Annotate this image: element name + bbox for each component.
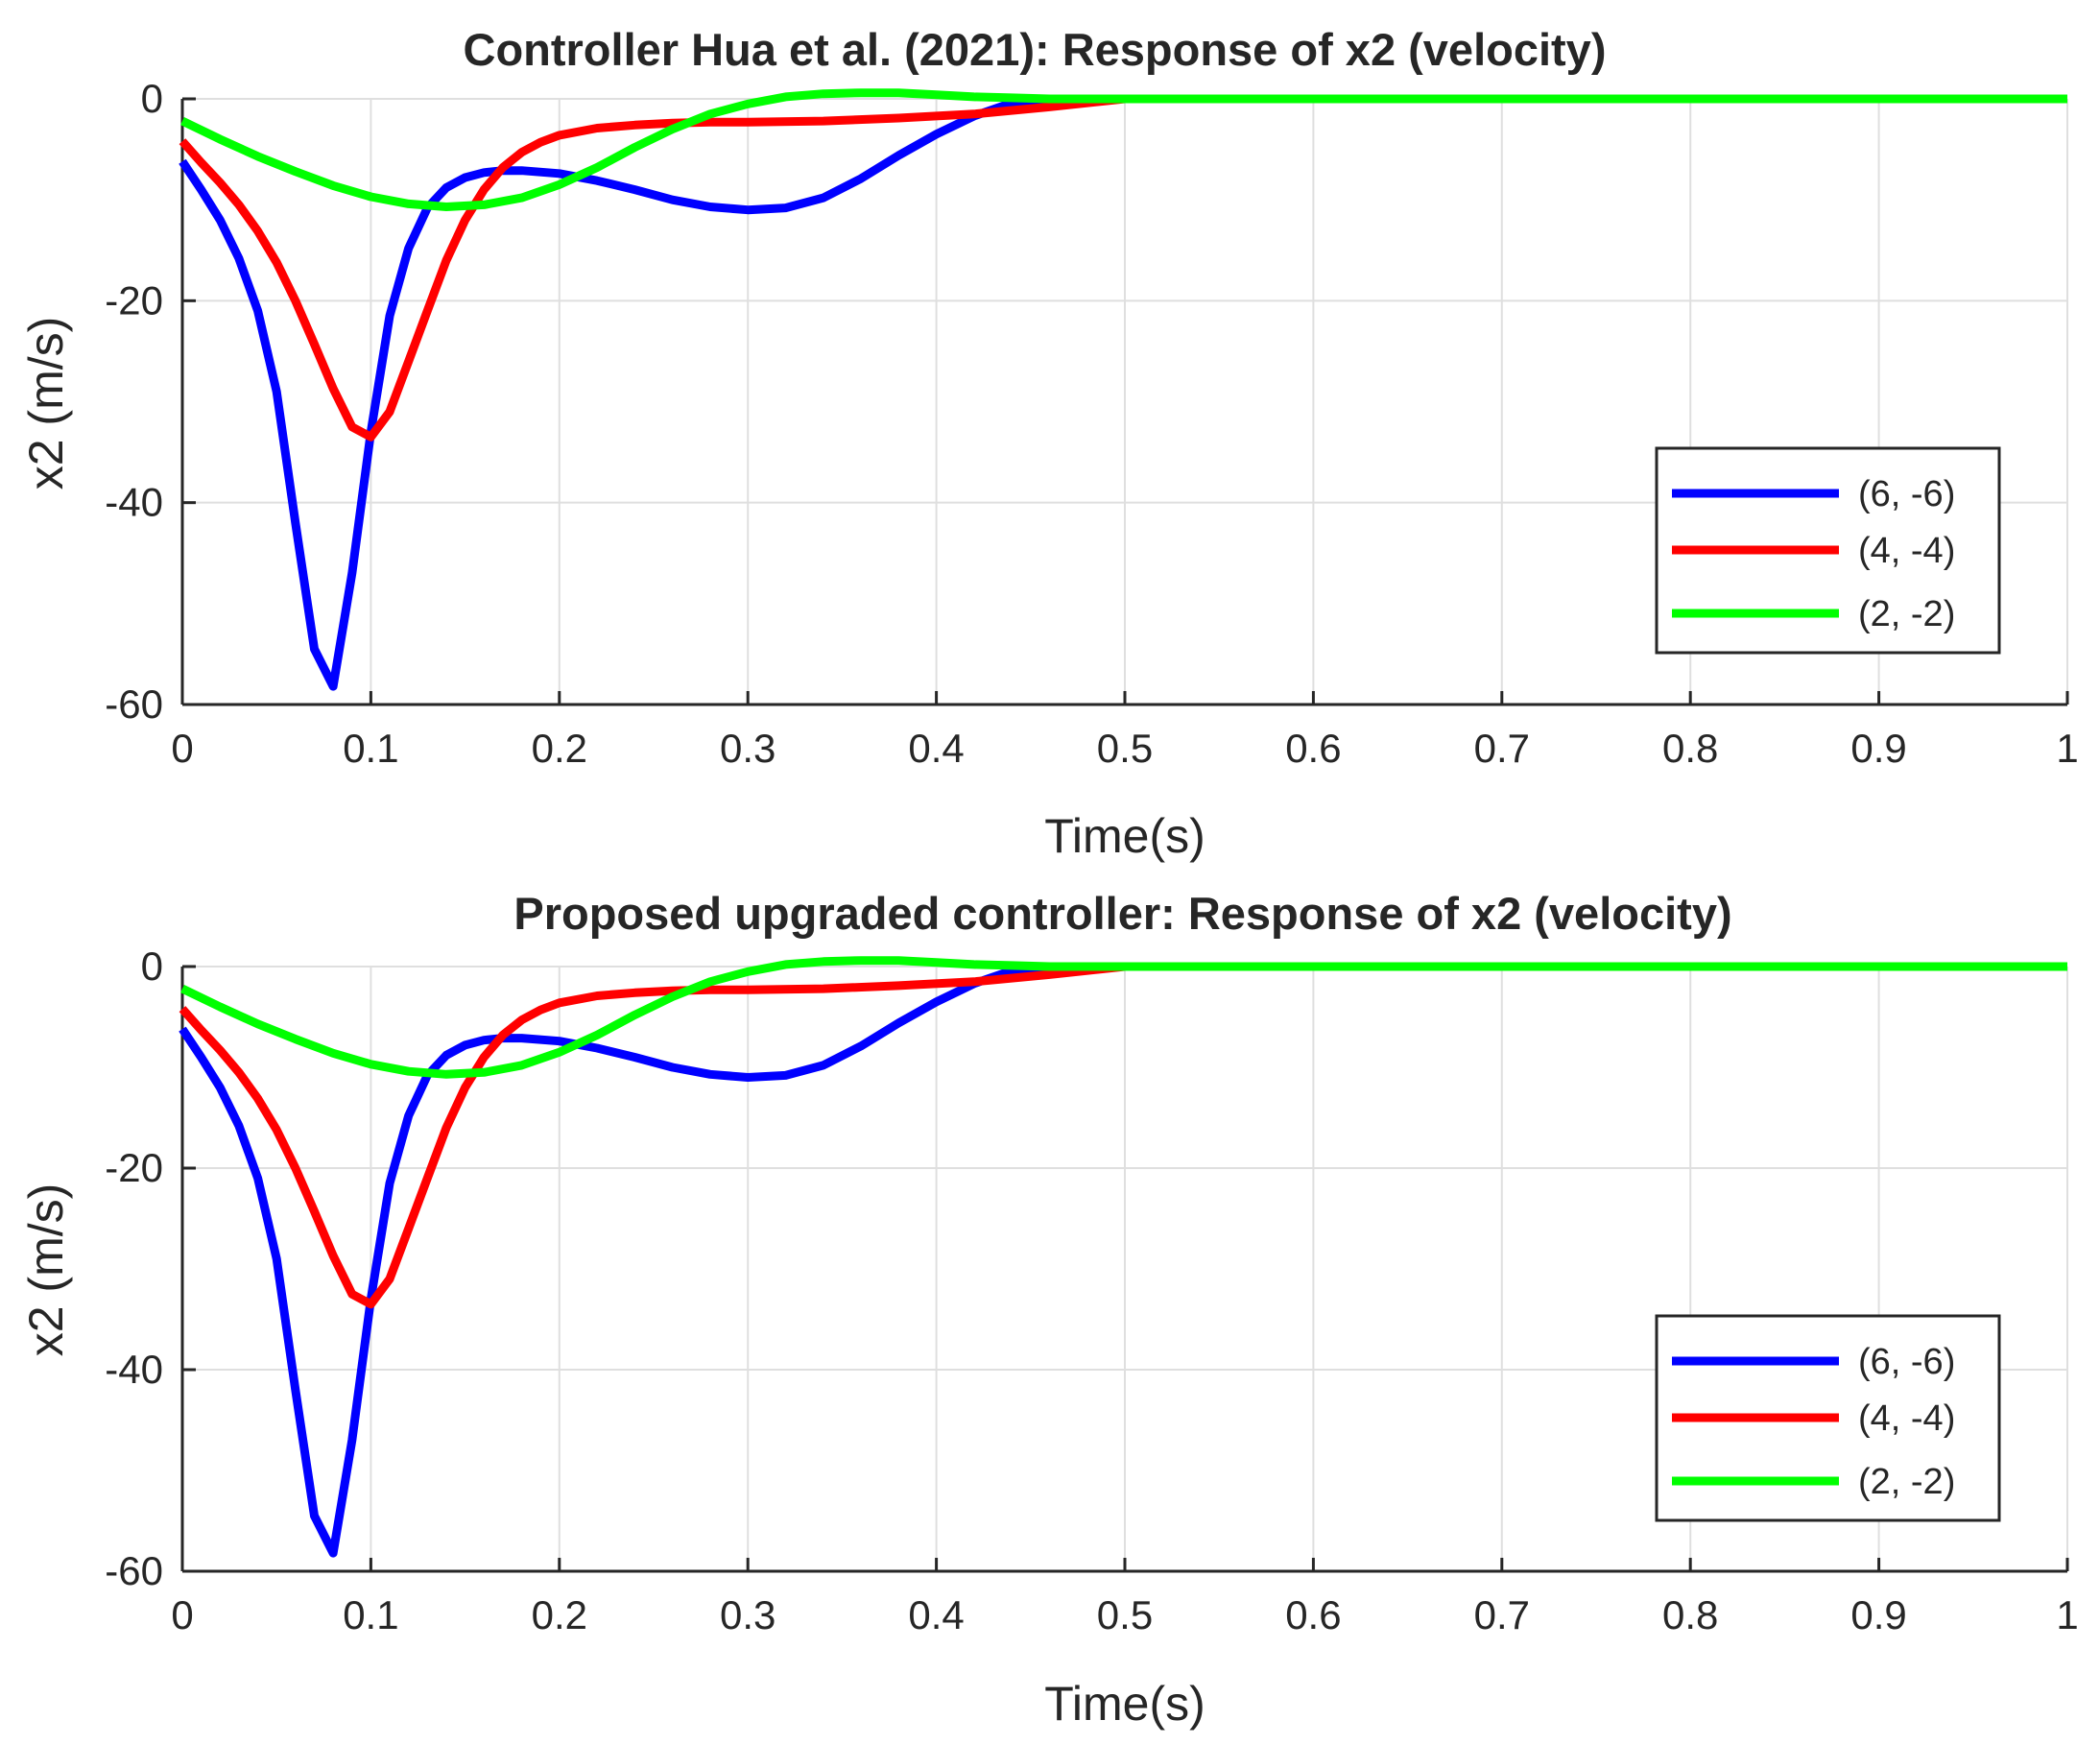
legend-label-series-2: (4, -4) [1858, 1398, 1955, 1439]
series-line-3 [180, 956, 2067, 1079]
y-axis-label: x2 (m/s) [19, 317, 73, 490]
subplot-proposed: Proposed upgraded controller: Response o… [19, 888, 2079, 1731]
legend-label-series-1: (6, -6) [1858, 474, 1955, 514]
y-tick-label: -40 [105, 480, 163, 525]
legend-label-series-3: (2, -2) [1858, 1462, 1955, 1502]
y-axis-label: x2 (m/s) [19, 1183, 73, 1357]
x-tick-label: 0.4 [908, 1592, 964, 1637]
x-tick-label: 0.3 [720, 1592, 776, 1637]
x-tick-label: 0.3 [720, 726, 776, 771]
x-tick-label: 0.6 [1285, 726, 1341, 771]
legend-label-series-3: (2, -2) [1858, 594, 1955, 634]
tick-labels: 0 0.1 0.2 0.3 0.4 0.5 0.6 0.7 0.8 0.9 1 0 -20 -40 -60 [105, 944, 2078, 1637]
x-tick-label: 0.9 [1850, 1592, 1906, 1637]
y-tick-label: -60 [105, 681, 163, 727]
series-line-1 [179, 962, 2067, 1558]
x-tick-label: 0.6 [1285, 1592, 1341, 1637]
chart-title: Proposed upgraded controller: Response o… [513, 888, 1731, 939]
legend-label-series-2: (4, -4) [1858, 531, 1955, 571]
x-tick-label: 1 [2056, 726, 2078, 771]
subplot-hua: Controller Hua et al. (2021): Response o… [19, 24, 2079, 863]
x-axis-label: Time(s) [1044, 809, 1205, 863]
chart-title: Controller Hua et al. (2021): Response o… [464, 24, 1607, 75]
axes [180, 965, 2069, 1573]
legend: (6, -6) (4, -4) (2, -2) [1655, 446, 2001, 655]
x-tick-label: 0.1 [343, 726, 398, 771]
x-tick-label: 0.1 [343, 1592, 398, 1637]
y-tick-label: -20 [105, 277, 163, 323]
series-line-3 [180, 88, 2067, 211]
x-tick-label: 0 [171, 726, 193, 771]
x-tick-label: 0.5 [1097, 1592, 1153, 1637]
legend: (6, -6) (4, -4) (2, -2) [1655, 1314, 2001, 1522]
series-layer [179, 88, 2067, 691]
x-tick-label: 0.9 [1850, 726, 1906, 771]
x-tick-label: 0.5 [1097, 726, 1153, 771]
x-tick-label: 0.4 [908, 726, 964, 771]
x-tick-label: 0.8 [1662, 1592, 1718, 1637]
x-tick-label: 1 [2056, 1592, 2078, 1637]
y-tick-label: 0 [141, 76, 163, 121]
x-tick-label: 0.7 [1474, 726, 1530, 771]
tick-labels: 0 0.1 0.2 0.3 0.4 0.5 0.6 0.7 0.8 0.9 1 0 -20 -40 -60 [105, 76, 2078, 771]
x-axis-label: Time(s) [1044, 1677, 1205, 1731]
axes [180, 97, 2069, 706]
y-tick-label: 0 [141, 944, 163, 989]
series-layer [179, 956, 2067, 1558]
x-tick-label: 0.2 [532, 726, 587, 771]
legend-label-series-1: (6, -6) [1858, 1342, 1955, 1382]
y-tick-label: -60 [105, 1548, 163, 1593]
y-tick-label: -20 [105, 1145, 163, 1190]
x-tick-label: 0 [171, 1592, 193, 1637]
x-tick-label: 0.8 [1662, 726, 1718, 771]
series-line-1 [179, 94, 2067, 691]
x-tick-label: 0.7 [1474, 1592, 1530, 1637]
y-tick-label: -40 [105, 1347, 163, 1392]
x-tick-label: 0.2 [532, 1592, 587, 1637]
